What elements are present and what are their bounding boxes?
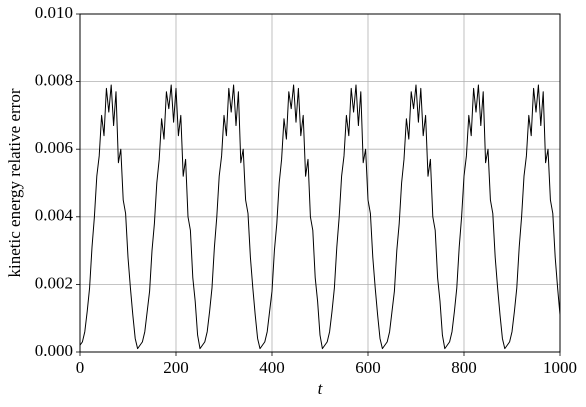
y-tick-label: 0.004 <box>35 206 74 225</box>
y-tick-label: 0.008 <box>35 71 73 90</box>
x-tick-label: 600 <box>355 358 381 377</box>
y-tick-label: 0.006 <box>35 138 73 157</box>
y-axis-label: kinetic energy relative error <box>5 88 24 277</box>
x-axis-label: t <box>318 379 324 398</box>
y-tick-label: 0.010 <box>35 3 73 22</box>
x-tick-label: 0 <box>76 358 85 377</box>
plot-frame <box>79 13 561 353</box>
x-tick-label: 200 <box>163 358 189 377</box>
x-tick-label: 400 <box>259 358 285 377</box>
x-tick-label: 800 <box>451 358 477 377</box>
data-line <box>79 84 561 350</box>
x-tick-label: 1000 <box>543 358 577 377</box>
y-tick-label: 0.002 <box>35 273 73 292</box>
y-tick-label: 0.000 <box>35 341 73 360</box>
